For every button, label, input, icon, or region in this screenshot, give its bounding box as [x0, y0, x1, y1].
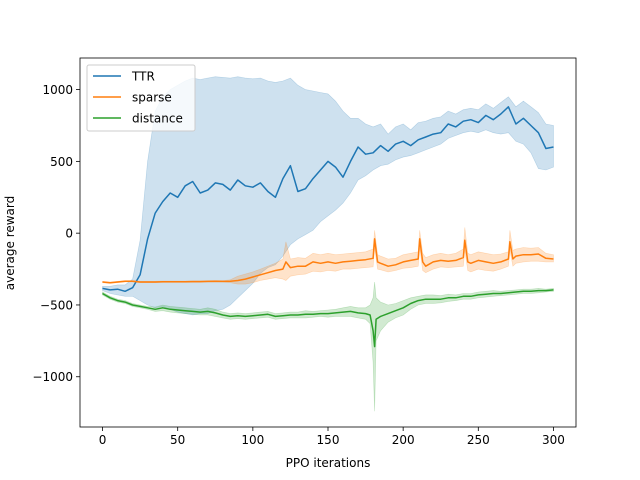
band-distance — [102, 281, 554, 412]
x-axis-label: PPO iterations — [286, 456, 371, 470]
x-tick-label: 0 — [99, 433, 107, 447]
x-tick-label: 300 — [542, 433, 565, 447]
legend: TTR sparse distance — [86, 64, 196, 132]
confidence-bands — [102, 76, 554, 412]
x-tick-label: 250 — [467, 433, 490, 447]
legend-box — [86, 64, 196, 132]
y-tick-label: 1000 — [42, 83, 73, 97]
series-line-sparse — [102, 238, 554, 284]
series-line-distance — [102, 289, 554, 348]
x-tick-label: 50 — [170, 433, 185, 447]
y-tick-label: −1000 — [32, 370, 73, 384]
legend-label-TTR: TTR — [131, 70, 155, 84]
x-tick-label: 100 — [241, 433, 264, 447]
y-axis-ticks: −1000 −500 0 500 1000 — [32, 83, 80, 384]
band-sparse — [102, 227, 554, 285]
y-tick-label: 0 — [65, 227, 73, 241]
series-lines — [102, 106, 554, 348]
x-tick-label: 150 — [317, 433, 340, 447]
band-TTR — [102, 76, 554, 316]
series-line-TTR — [102, 106, 554, 293]
x-axis-ticks: 0 50 100 150 200 250 300 — [99, 427, 565, 447]
y-tick-label: 500 — [50, 155, 73, 169]
legend-label-distance: distance — [132, 112, 183, 126]
legend-label-sparse: sparse — [132, 91, 172, 105]
y-axis-label: average reward — [3, 196, 17, 291]
x-tick-label: 200 — [392, 433, 415, 447]
y-tick-label: −500 — [40, 298, 73, 312]
